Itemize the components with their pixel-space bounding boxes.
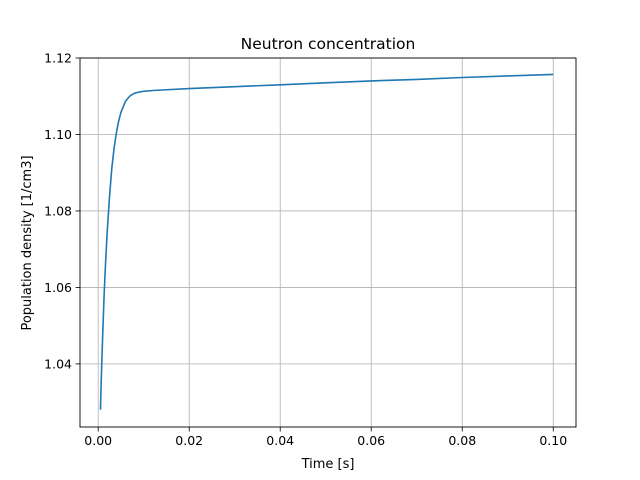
y-tick-label: 1.06 [44, 280, 72, 295]
x-axis-label: Time [s] [301, 457, 355, 472]
x-tick-label: 0.00 [84, 433, 112, 448]
y-tick-label: 1.08 [44, 203, 72, 218]
axes-frame [79, 57, 577, 428]
x-tick-label: 0.08 [448, 433, 476, 448]
chart-title: Neutron concentration [241, 35, 416, 53]
x-tick-label: 0.04 [266, 433, 294, 448]
x-tick-label: 0.10 [539, 433, 567, 448]
series-line [99, 73, 554, 410]
y-tick-label: 1.12 [44, 51, 72, 66]
y-axis-label: Population density [1/cm3] [20, 155, 35, 330]
x-tick-label: 0.06 [357, 433, 385, 448]
y-tick-label: 1.04 [44, 356, 72, 371]
axis-ticks: 0.00 0.02 0.04 0.06 0.08 0.10 1.04 1.06 1.08 1.10… [44, 51, 567, 449]
x-tick-label: 0.02 [175, 433, 203, 448]
y-tick-label: 1.10 [44, 127, 72, 142]
plot-series [99, 73, 554, 410]
